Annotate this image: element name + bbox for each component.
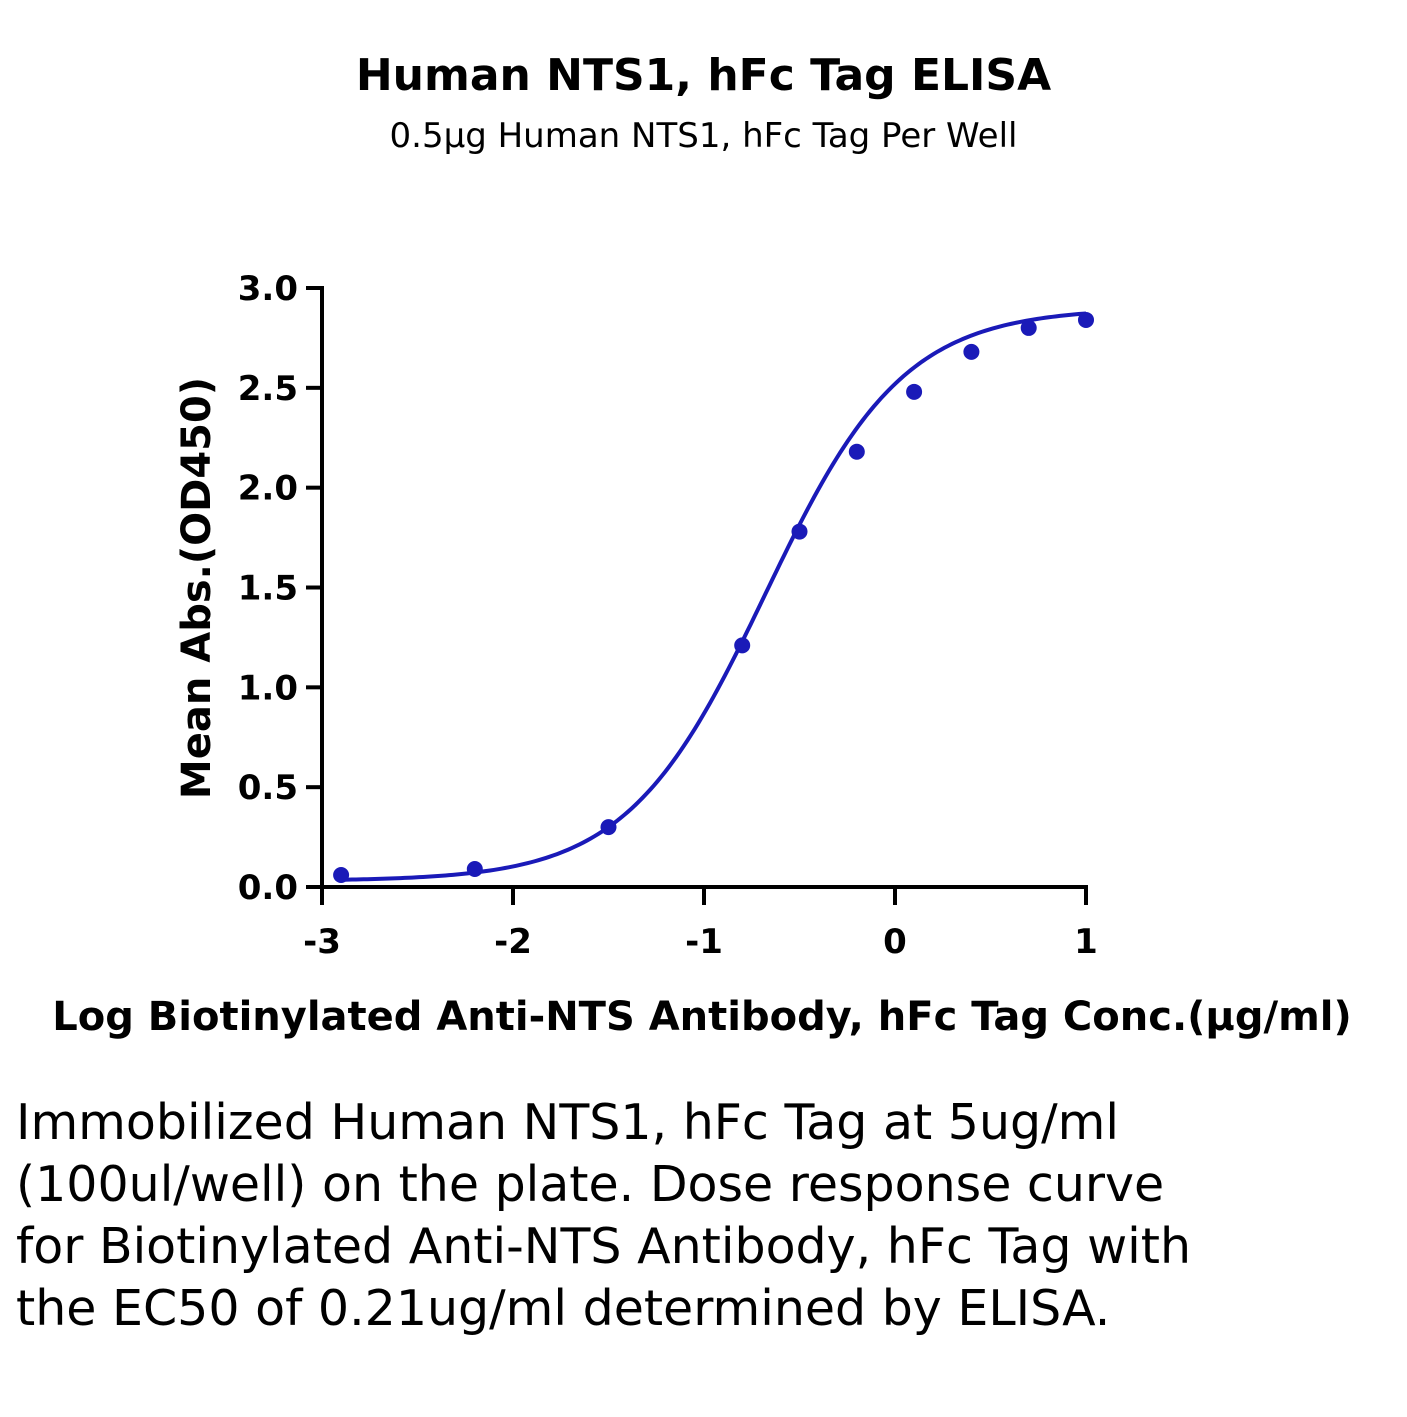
y-tick-label: 3.0 bbox=[238, 269, 298, 309]
data-point bbox=[734, 637, 751, 654]
y-tick-label: 1.5 bbox=[238, 569, 298, 609]
chart-title: Human NTS1, hFc Tag ELISA bbox=[355, 50, 1052, 101]
fit-curve-layer bbox=[341, 311, 1087, 882]
data-points-layer bbox=[333, 311, 1094, 884]
chart-axes: 0.0 0.5 1.0 1.5 2.0 2.5 3.0 -3 -2 -1 0 1 bbox=[238, 269, 1098, 962]
x-tick-label: -1 bbox=[685, 922, 723, 962]
x-tick-label: -2 bbox=[494, 922, 532, 962]
y-tick-label: 0.0 bbox=[238, 868, 298, 908]
x-tick-label: 1 bbox=[1074, 922, 1098, 962]
x-tick-label: 0 bbox=[883, 922, 907, 962]
data-point bbox=[466, 861, 483, 878]
data-point bbox=[600, 819, 617, 836]
data-point bbox=[1078, 311, 1094, 328]
data-point bbox=[963, 343, 980, 360]
y-tick-label: 2.0 bbox=[238, 469, 298, 509]
y-tick-label: 1.0 bbox=[238, 668, 298, 708]
y-axis-title: Mean Abs.(OD450) bbox=[174, 377, 220, 799]
data-point bbox=[791, 523, 808, 540]
data-point bbox=[1020, 319, 1037, 336]
figure-caption: Immobilized Human NTS1, hFc Tag at 5ug/m… bbox=[16, 1094, 1192, 1337]
y-tick-label: 2.5 bbox=[238, 369, 298, 409]
x-tick-label: -3 bbox=[303, 922, 341, 962]
chart-subtitle: 0.5μg Human NTS1, hFc Tag Per Well bbox=[389, 116, 1018, 156]
data-point bbox=[848, 443, 865, 460]
data-point bbox=[906, 383, 923, 400]
fit-curve bbox=[341, 311, 1087, 882]
data-point bbox=[333, 867, 350, 884]
y-tick-label: 0.5 bbox=[238, 768, 298, 808]
elisa-chart: 0.0 0.5 1.0 1.5 2.0 2.5 3.0 -3 -2 -1 0 1 Log Biotin… bbox=[52, 269, 1352, 1040]
x-axis-title: Log Biotinylated Anti-NTS Antibody, hFc … bbox=[52, 994, 1352, 1040]
